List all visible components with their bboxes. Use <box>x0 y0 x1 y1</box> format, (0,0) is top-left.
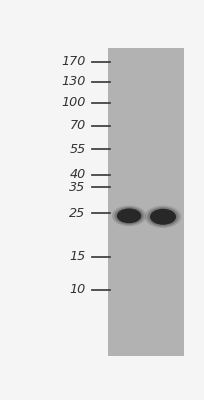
Bar <box>108 48 184 356</box>
Text: 70: 70 <box>69 119 86 132</box>
Text: 15: 15 <box>69 250 86 263</box>
Ellipse shape <box>112 206 146 226</box>
Text: 170: 170 <box>61 55 86 68</box>
Text: 35: 35 <box>69 181 86 194</box>
Text: 130: 130 <box>61 75 86 88</box>
Text: 55: 55 <box>69 142 86 156</box>
Ellipse shape <box>114 207 144 225</box>
Text: 25: 25 <box>69 207 86 220</box>
Text: 100: 100 <box>61 96 86 109</box>
Ellipse shape <box>145 206 181 228</box>
Ellipse shape <box>150 209 176 225</box>
Text: 10: 10 <box>69 283 86 296</box>
Ellipse shape <box>117 208 141 223</box>
Ellipse shape <box>147 207 179 226</box>
Text: 40: 40 <box>69 168 86 181</box>
